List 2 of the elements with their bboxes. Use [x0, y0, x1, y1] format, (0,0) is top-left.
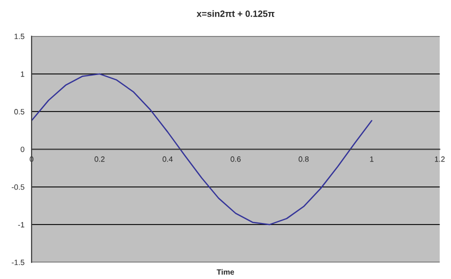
chart-title: x=sin2πt + 0.125π: [196, 10, 274, 17]
line-series: [32, 73, 372, 226]
